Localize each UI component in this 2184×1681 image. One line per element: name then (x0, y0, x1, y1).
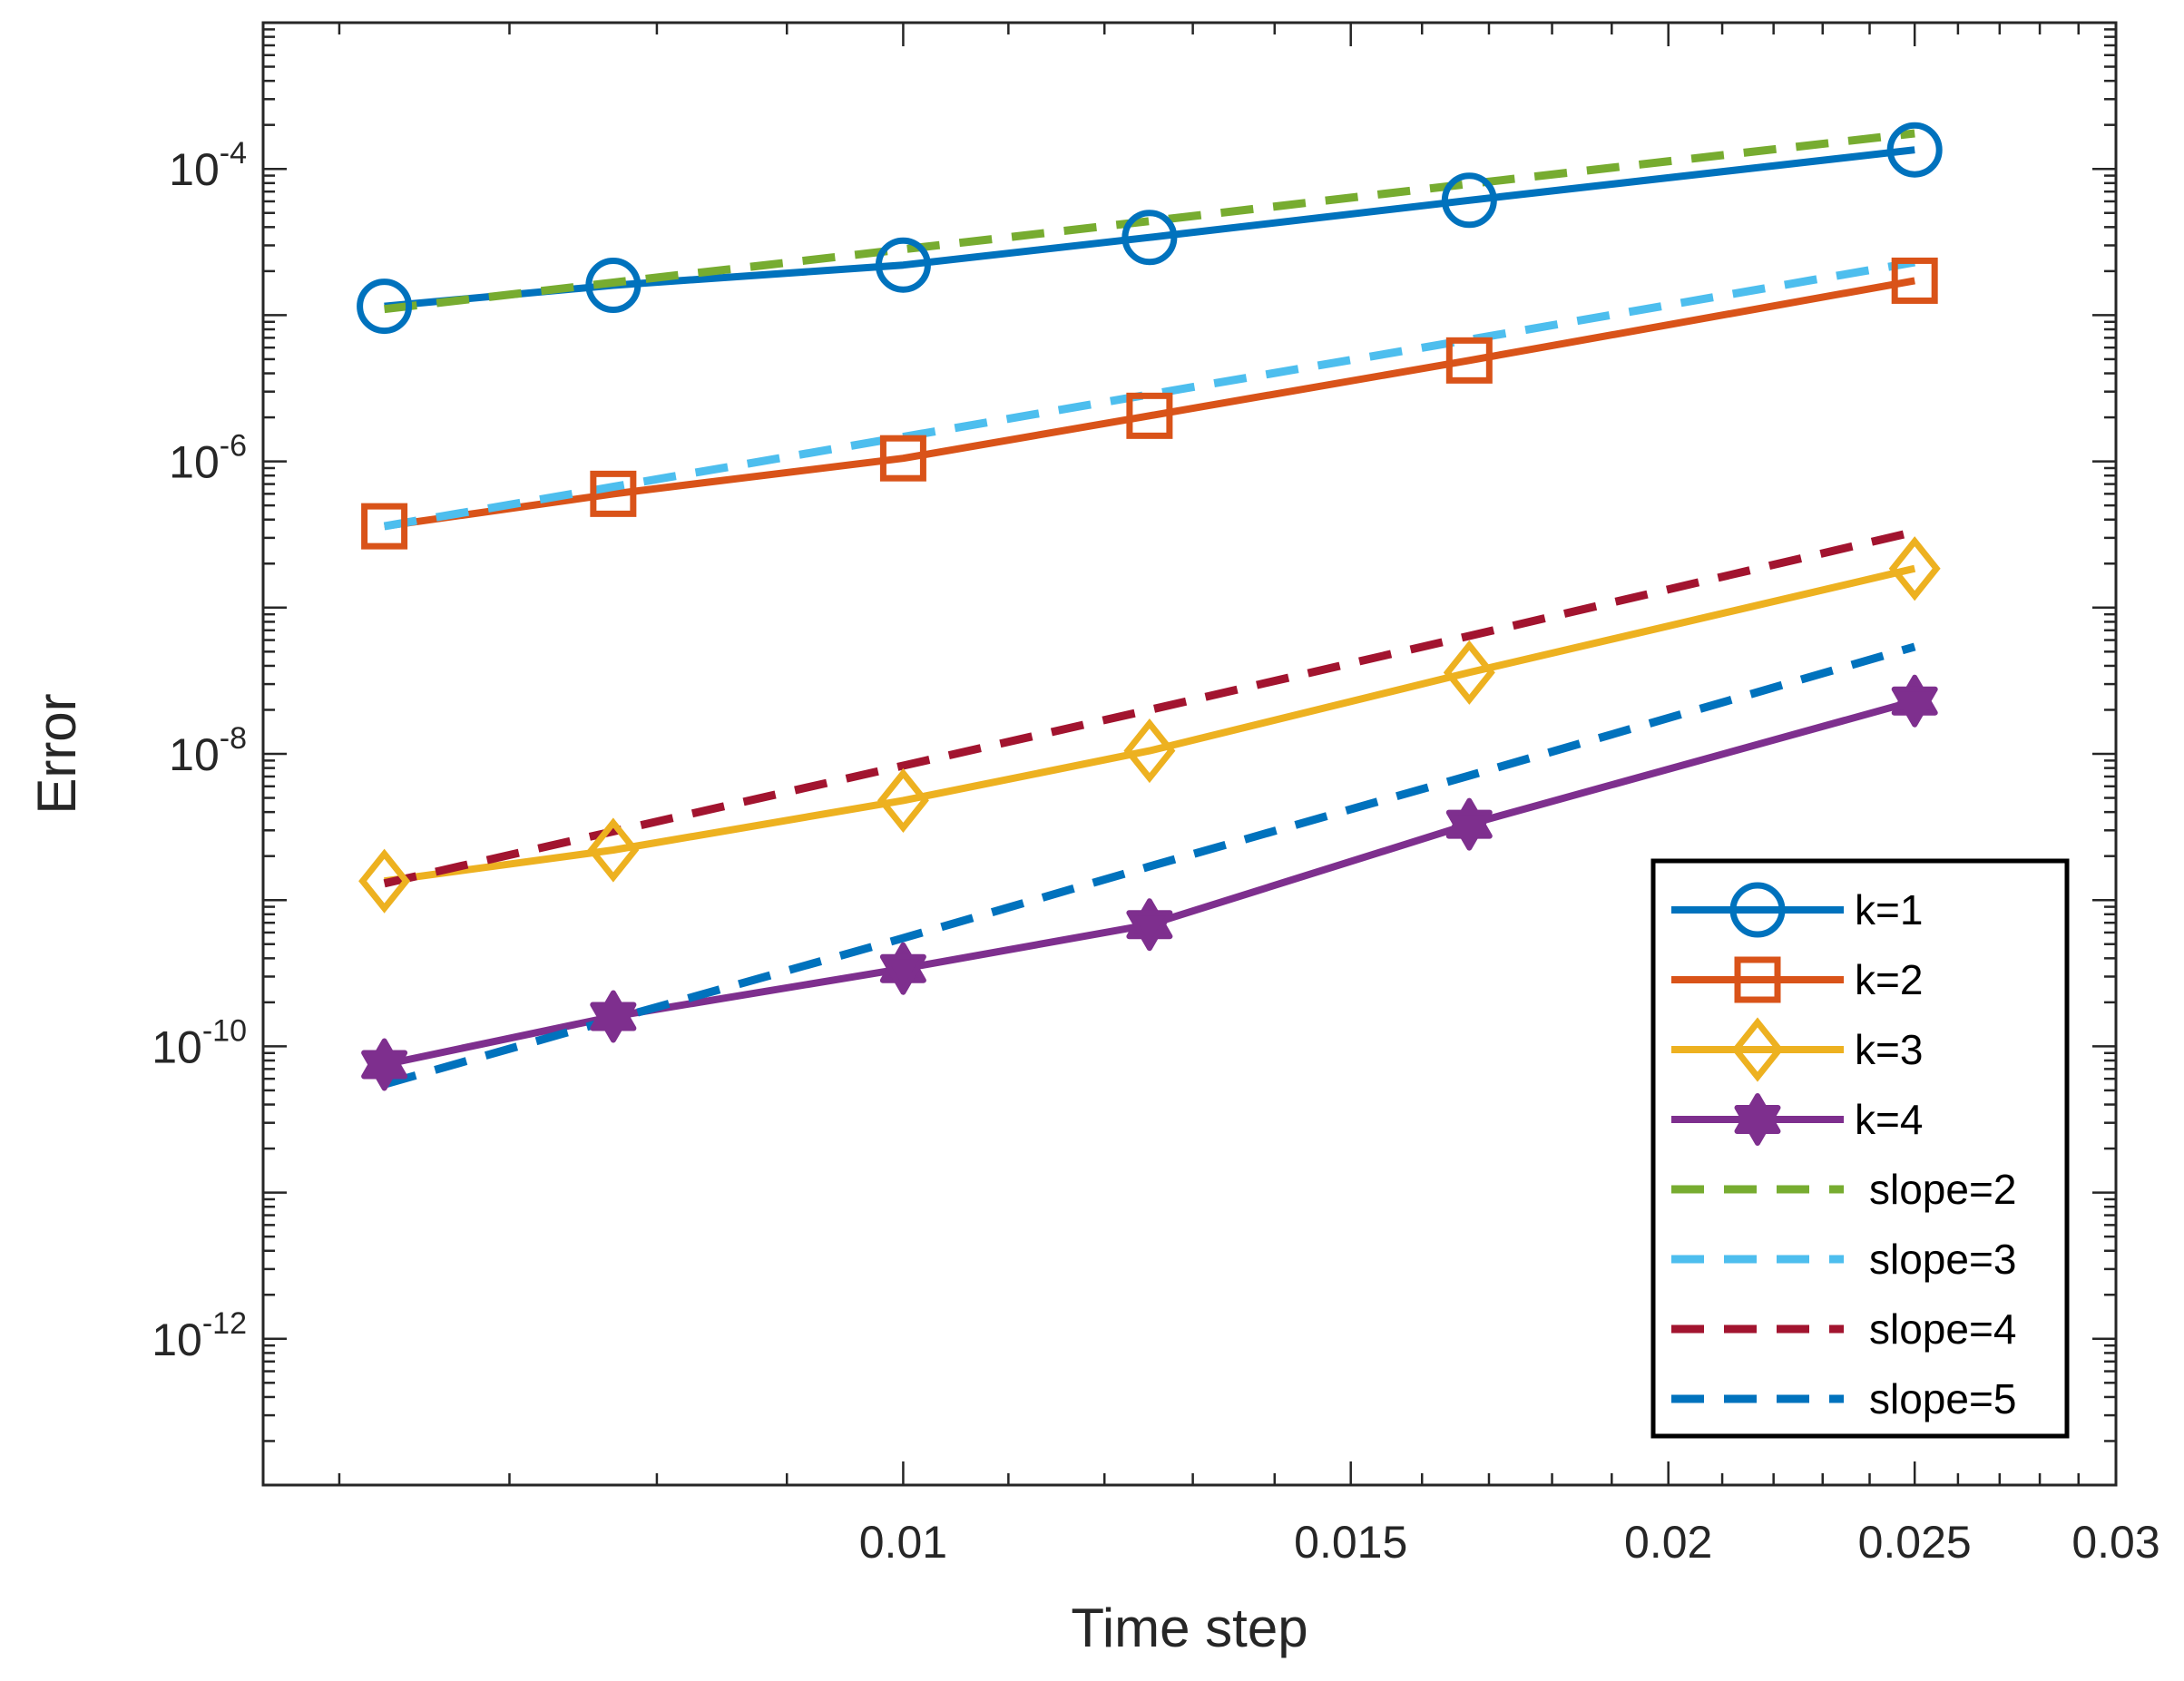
legend-label-k=3: k=3 (1855, 1026, 1923, 1073)
legend-label-slope=5: slope=5 (1869, 1375, 2016, 1422)
legend-label-slope=4: slope=4 (1869, 1305, 2016, 1353)
series-line-slope=3 (383, 258, 1915, 531)
marker-k=3 (1443, 640, 1495, 705)
marker-k=1 (875, 237, 931, 293)
x-tick-labels: 0.01 0.015 0.02 0.025 0.03 (859, 1517, 2160, 1568)
legend-label-k=1: k=1 (1855, 886, 1923, 933)
axis-ticks (263, 21, 2118, 1487)
x-tick-label: 0.01 (859, 1517, 947, 1568)
x-tick-label: 0.03 (2071, 1517, 2160, 1568)
legend-marker-k=4 (1734, 1105, 1781, 1146)
marker-k=1 (357, 279, 413, 335)
y-tick-label: 10-4 (169, 136, 247, 195)
y-tick-label: 10-8 (169, 721, 247, 780)
y-tick-label: 10-6 (169, 429, 247, 488)
legend-label-slope=2: slope=2 (1869, 1166, 2016, 1213)
y-tick-labels: 10-4 10-6 10-8 10-10 10-12 (152, 136, 247, 1365)
marker-k=4 (1126, 910, 1173, 952)
legend-label-k=4: k=4 (1855, 1096, 1923, 1143)
legend-marker-k=1 (1729, 882, 1786, 938)
x-tick-label: 0.025 (1858, 1517, 1972, 1568)
marker-k=2 (1126, 392, 1173, 439)
marker-k=4 (590, 1002, 637, 1043)
marker-k=2 (1891, 257, 1938, 304)
marker-k=1 (1886, 122, 1943, 178)
legend-box (1650, 858, 2070, 1439)
marker-k=1 (1441, 172, 1497, 229)
marker-k=3 (877, 767, 929, 833)
legend-label-slope=3: slope=3 (1869, 1236, 2016, 1283)
series-layer (357, 122, 1943, 1091)
y-tick-label: 10-10 (152, 1013, 247, 1072)
y-axis-label: Error (26, 693, 87, 814)
series-line-slope=4 (383, 527, 1916, 888)
series-line-slope=2 (384, 129, 1915, 314)
marker-k=3 (1123, 718, 1176, 784)
legend: k=1 k=2 k=3 k=4 slope=2 slope=3 slope=4 slope=5 (1650, 858, 2070, 1439)
marker-k=3 (358, 848, 411, 914)
plot-frame (261, 21, 2118, 1487)
marker-k=4 (1445, 809, 1493, 851)
series-line-k=3 (384, 564, 1916, 885)
y-tick-label: 10-12 (152, 1306, 247, 1365)
marker-k=2 (590, 470, 637, 517)
legend-marker-k=3 (1731, 1017, 1784, 1082)
marker-k=4 (361, 1050, 408, 1091)
x-axis-label: Time step (1071, 1598, 1307, 1658)
marker-k=3 (587, 817, 640, 883)
marker-k=1 (1121, 210, 1178, 266)
series-line-k=1 (384, 146, 1915, 310)
marker-k=4 (879, 953, 926, 995)
series-line-k=4 (383, 697, 1916, 1069)
marker-k=2 (879, 435, 926, 482)
x-tick-label: 0.015 (1294, 1517, 1407, 1568)
legend-marker-k=2 (1734, 956, 1781, 1003)
marker-k=2 (1445, 337, 1493, 384)
x-tick-label: 0.02 (1624, 1517, 1712, 1568)
legend-label-k=2: k=2 (1855, 956, 1923, 1003)
marker-k=4 (1891, 686, 1938, 728)
series-line-k=2 (384, 277, 1915, 531)
marker-k=2 (361, 503, 408, 550)
marker-k=1 (585, 257, 641, 313)
marker-k=3 (1888, 536, 1941, 601)
